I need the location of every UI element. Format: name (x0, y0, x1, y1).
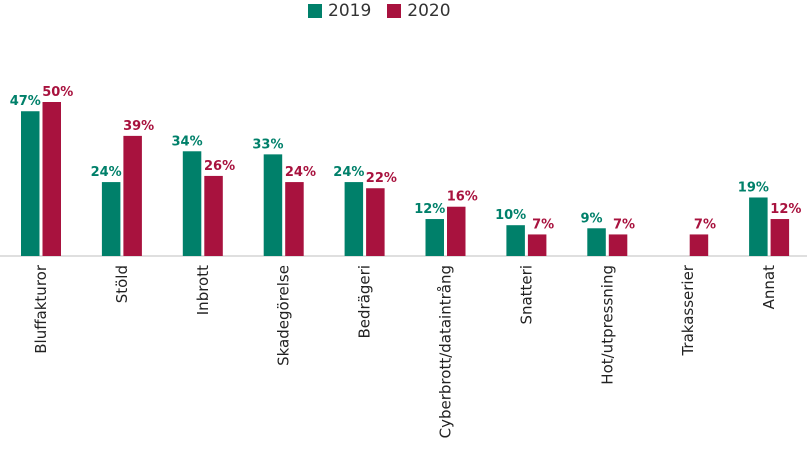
legend-label-2020: 2020 (407, 1, 451, 21)
bar-2020-9 (770, 219, 790, 256)
bar-2020-3 (285, 182, 304, 256)
category-label-9: Annat (760, 265, 778, 309)
bar-2019-2 (182, 151, 202, 256)
category-label-4: Bedrägeri (356, 265, 374, 338)
bar-2020-5 (447, 206, 466, 256)
category-label-8: Trakasserier (679, 264, 697, 356)
data-label-2019-1: 24% (91, 165, 122, 180)
legend: 2019 2020 (308, 0, 467, 22)
data-label-2020-4: 22% (366, 171, 397, 186)
data-label-2020-2: 26% (204, 159, 235, 174)
bar-2020-6 (527, 234, 547, 256)
data-label-2020-0: 50% (42, 85, 73, 100)
data-label-2020-5: 16% (447, 190, 478, 205)
category-label-3: Skadegörelse (275, 265, 293, 366)
data-label-2020-1: 39% (123, 119, 154, 134)
legend-swatch-2019 (308, 4, 322, 18)
category-label-5: Cyberbrott/dataintrång (437, 265, 455, 438)
data-label-2020-7: 7% (613, 217, 635, 232)
data-label-2020-3: 24% (285, 165, 316, 180)
data-label-2020-6: 7% (532, 217, 554, 232)
data-label-2020-9: 12% (770, 202, 801, 217)
bar-2019-5 (425, 219, 444, 256)
bar-2020-0 (42, 102, 61, 256)
bar-2019-1 (101, 182, 121, 256)
bar-2020-2 (204, 175, 223, 256)
bar-2019-9 (749, 197, 768, 256)
category-label-0: Bluffakturor (32, 264, 50, 354)
data-label-2019-9: 19% (738, 180, 769, 195)
bar-2019-6 (506, 225, 525, 256)
category-label-7: Hot/utpressning (598, 265, 616, 385)
legend-label-2019: 2019 (328, 1, 372, 21)
data-label-2019-3: 33% (252, 137, 283, 152)
bar-2020-8 (689, 234, 709, 256)
bar-2019-3 (263, 154, 283, 256)
category-label-1: Stöld (113, 265, 131, 303)
data-label-2020-8: 7% (694, 217, 716, 232)
bar-2019-4 (344, 182, 364, 256)
legend-item-2020: 2020 (387, 1, 451, 21)
data-label-2019-5: 12% (414, 202, 445, 217)
legend-swatch-2020 (387, 4, 402, 18)
bar-2019-0 (21, 111, 40, 257)
bar-2020-4 (366, 188, 385, 256)
data-label-2019-0: 47% (10, 94, 41, 109)
category-label-6: Snatteri (517, 265, 535, 325)
legend-item-2019: 2019 (308, 1, 371, 21)
bar-2020-1 (123, 135, 142, 256)
bar-2019-7 (587, 228, 606, 256)
data-label-2019-4: 24% (333, 165, 364, 180)
category-label-2: Inbrott (194, 265, 212, 315)
data-label-2019-2: 34% (171, 134, 202, 149)
data-label-2019-7: 9% (581, 211, 603, 226)
bar-2020-7 (608, 234, 628, 256)
data-label-2019-6: 10% (495, 208, 526, 223)
